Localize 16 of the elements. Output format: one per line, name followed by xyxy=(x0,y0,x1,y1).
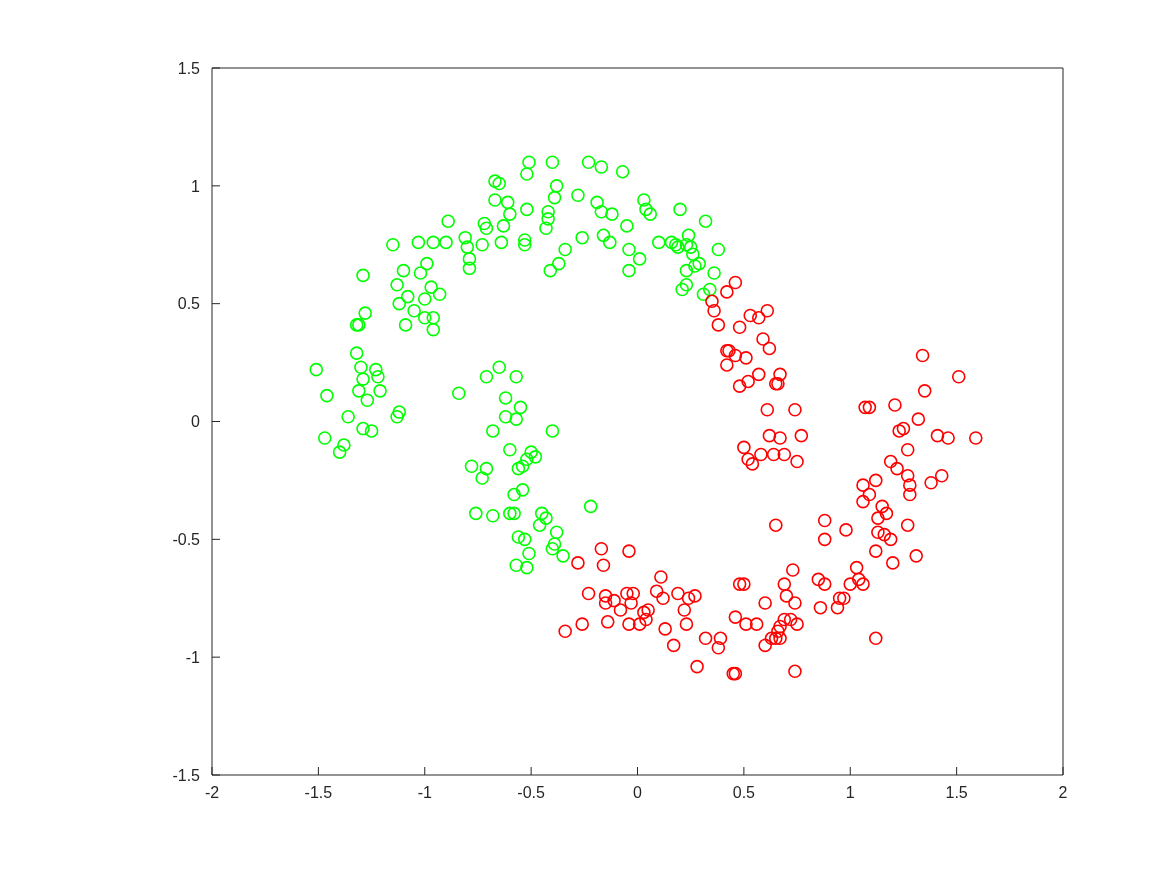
y-tick-label: 0 xyxy=(191,413,201,431)
x-tick-label: 1.5 xyxy=(945,784,968,802)
x-tick-label: -1.5 xyxy=(304,784,333,802)
x-tick-label: 0.5 xyxy=(732,784,756,802)
y-tick-label: -0.5 xyxy=(172,531,201,549)
y-tick-label: 1.5 xyxy=(177,59,201,77)
x-tick-label: -0.5 xyxy=(517,784,546,802)
x-tick-label: 1 xyxy=(845,784,855,802)
x-tick-label: 2 xyxy=(1058,784,1068,802)
x-tick-label: -1 xyxy=(417,784,432,802)
x-tick-label: -2 xyxy=(204,784,220,802)
y-tick-label: 1 xyxy=(191,177,201,195)
y-tick-label: -1 xyxy=(185,648,201,666)
y-tick-label: 0.5 xyxy=(177,295,201,313)
y-tick-label: -1.5 xyxy=(172,766,201,784)
x-tick-label: 0 xyxy=(633,784,643,802)
